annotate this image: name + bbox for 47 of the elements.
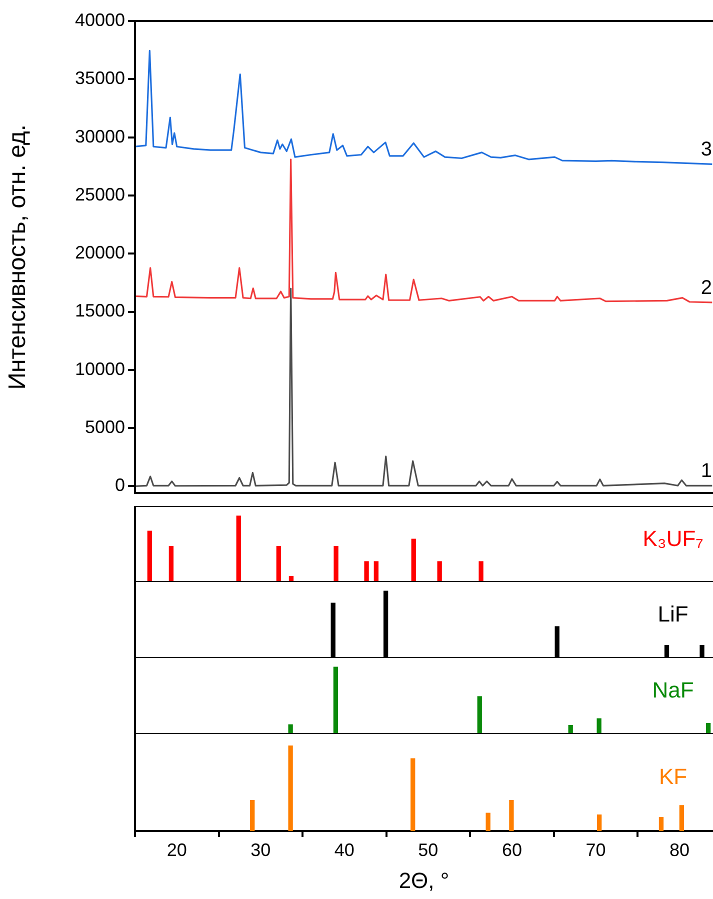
bar	[411, 538, 416, 582]
bar	[334, 546, 338, 582]
series-label: 1	[700, 460, 712, 482]
y-axis-title: Интенсивность, отн. ед.	[4, 124, 32, 390]
series-label: 2	[700, 276, 712, 299]
series-label: LiF	[658, 602, 688, 627]
x-tick-label: 20	[166, 840, 187, 860]
x-tick-label: 80	[669, 840, 690, 860]
x-tick-label: 60	[502, 840, 522, 860]
series-label: NaF	[652, 678, 694, 703]
x-tick-label: 70	[586, 840, 606, 860]
bar	[364, 561, 369, 582]
y-tick-label: 5000	[84, 417, 125, 438]
bar	[679, 805, 684, 831]
bar	[236, 516, 241, 582]
bar	[288, 724, 293, 734]
y-tick-label: 20000	[74, 242, 125, 263]
bar	[596, 718, 602, 734]
bar	[437, 561, 442, 582]
series-label: KF	[658, 764, 688, 790]
y-tick-label: 15000	[74, 300, 125, 321]
bar	[658, 817, 664, 831]
bar	[250, 800, 255, 831]
y-tick-label: 10000	[74, 358, 125, 379]
bar	[276, 546, 281, 582]
x-tick-label: 50	[418, 840, 438, 860]
bar	[168, 546, 174, 582]
y-tick-label: 30000	[74, 126, 125, 146]
bar	[478, 561, 484, 582]
bar	[288, 745, 293, 831]
series-label: 3	[700, 138, 712, 161]
bar	[410, 758, 416, 831]
x-tick-label: 40	[334, 840, 354, 860]
y-tick-label: 40000	[74, 10, 125, 30]
bar	[509, 800, 514, 831]
bar	[477, 696, 482, 734]
bar	[333, 666, 338, 734]
y-tick-label: 35000	[74, 68, 125, 88]
bar	[596, 814, 602, 831]
y-tick-label: 25000	[74, 184, 125, 204]
bar	[374, 561, 378, 582]
text: K₃UF₇	[642, 526, 704, 552]
x-axis-title: 2Θ, °	[398, 868, 450, 893]
bar	[147, 530, 152, 582]
x-tick-label: 30	[250, 840, 271, 860]
y-tick-label: 0	[114, 475, 125, 496]
bar	[486, 812, 490, 831]
